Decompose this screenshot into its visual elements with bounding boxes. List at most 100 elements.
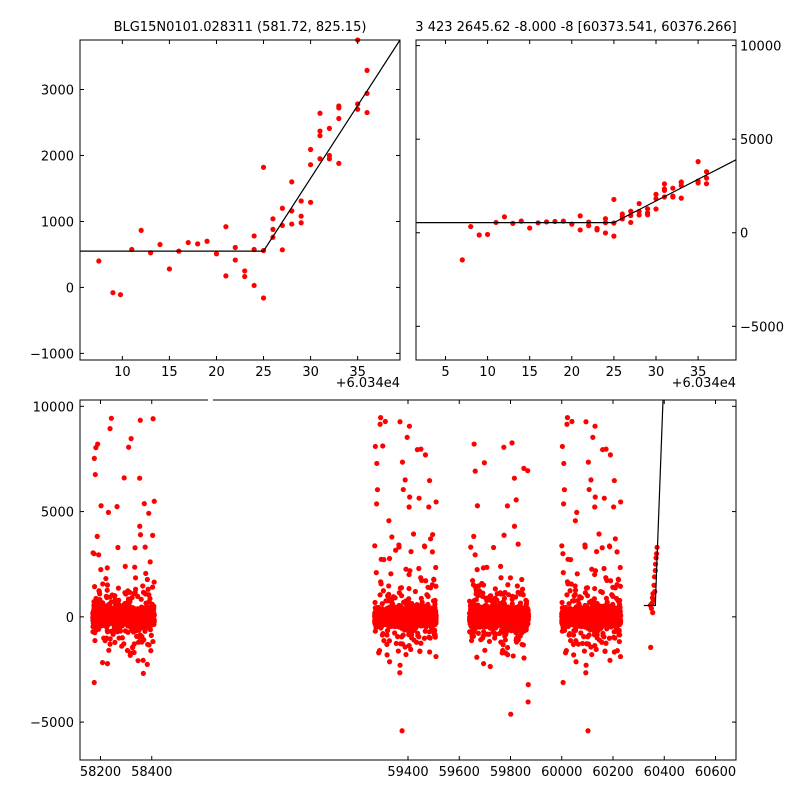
panel-bottom-season-3-data-point xyxy=(561,460,567,467)
panel-bottom-season-1-data-point xyxy=(392,595,398,601)
panel-bottom-season-0-data-point xyxy=(96,552,102,558)
panel-bottom-season-0-data-point xyxy=(150,619,156,625)
panel-bottom-season-2-data-point xyxy=(471,620,478,627)
panel-bottom-season-2-data-point xyxy=(472,584,479,590)
panel-bottom-season-1-data-point xyxy=(395,634,401,640)
panel-bottom-season-0-data-point xyxy=(112,597,118,603)
panel-bottom-season-3-data-point xyxy=(601,495,607,501)
panel-bottom-season-2-data-point xyxy=(513,639,520,645)
panel-bottom-season-1-data-point xyxy=(406,571,412,578)
panel-bottom-season-0-data-point xyxy=(98,567,104,573)
panel-bottom-season-1-data-point xyxy=(410,618,416,624)
panel-bottom-season-1-data-point xyxy=(425,584,431,590)
panel-bottom-season-1-data-point xyxy=(392,630,398,636)
panel-bottom-season-1-data-point xyxy=(382,418,388,425)
panel-bottom-season-3-data-point xyxy=(615,576,621,582)
panel-bottom-season-2-data-point xyxy=(477,611,483,617)
panel-bottom-season-1-data-point xyxy=(419,577,425,583)
panel-bottom-season-0-data-point xyxy=(138,612,145,618)
panel-bottom-season-3-data-point xyxy=(561,487,568,493)
panel-bottom-season-1-data-point xyxy=(386,518,392,524)
panel-bottom-season-2-data-point xyxy=(502,623,508,629)
panel-top-right-data-point xyxy=(703,175,710,181)
panel-bottom-season-2-data-point xyxy=(468,544,474,550)
panel-bottom-xtick-label: 58200 xyxy=(80,765,121,780)
panel-bottom-season-0-data-point xyxy=(142,628,148,634)
panel-bottom-season-3-data-point xyxy=(560,570,566,576)
panel-top-left-data-point xyxy=(317,156,323,162)
panel-bottom-season-2-data-point xyxy=(490,629,496,635)
panel-bottom-season-3-data-point xyxy=(581,614,588,621)
panel-bottom-season-0-data-point xyxy=(140,657,146,663)
panel-bottom-season-2-data-point xyxy=(485,619,491,625)
panel-bottom-season-0-data-point xyxy=(137,417,143,423)
panel-top-right-ytick-label: 10000 xyxy=(740,40,781,55)
panel-top-left-xtick-label: 15 xyxy=(161,365,178,380)
panel-bottom-season-3-data-point xyxy=(601,565,607,572)
panel-bottom-season-1-data-point xyxy=(395,648,401,654)
panel-bottom-xtick-label: 60600 xyxy=(695,765,736,780)
panel-bottom-season-3-data-point xyxy=(570,641,577,648)
panel-bottom-season-3-data-point xyxy=(607,452,613,458)
panel-bottom-season-3-data-point xyxy=(610,603,616,610)
panel-bottom-season-1-data-point xyxy=(414,447,420,453)
panel-bottom-ytick-label: 10000 xyxy=(33,400,74,415)
panel-bottom-season-1-data-point xyxy=(400,632,406,638)
panel-top-right-data-point xyxy=(670,185,676,191)
panel-bottom-ytick-label: 5000 xyxy=(41,506,74,521)
panel-bottom-season-3-data-point xyxy=(588,477,594,483)
panel-bottom-season-0-data-point xyxy=(137,475,143,481)
panel-bottom-season-3-data-point xyxy=(612,635,618,641)
panel-bottom-season-0-data-point xyxy=(150,638,156,645)
panel-top-right-fit-line xyxy=(416,159,737,224)
panel-bottom-season-0-data-point xyxy=(133,619,139,625)
panel-bottom-season-3-data-point xyxy=(592,571,598,578)
panel-top-left-data-point xyxy=(298,220,304,226)
panel-bottom-season-3-data-point xyxy=(584,641,590,647)
panel-bottom-season-1-data-point xyxy=(377,421,383,427)
panel-top-left-xtick-label: 35 xyxy=(349,365,366,380)
panel-bottom-season-2-data-point xyxy=(474,503,481,509)
panel-bottom-season-1-data-point xyxy=(374,487,381,493)
panel-bottom-season-0-data-point xyxy=(137,523,143,529)
panel-bottom-season-1-data-point xyxy=(403,601,410,608)
panel-bottom-season-3-data-point xyxy=(587,618,593,624)
panel-bottom-season-2-data-point xyxy=(487,613,493,619)
panel-bottom-season-3-data-point xyxy=(601,604,607,610)
panel-bottom-season-1-data-point xyxy=(384,641,390,648)
panel-bottom-season-3-data-point xyxy=(566,601,572,607)
panel-bottom-season-0-data-point xyxy=(103,635,110,641)
panel-top-left-offset-label: +6.034e4 xyxy=(336,376,400,391)
panel-top-left-data-point xyxy=(279,247,285,253)
panel-bottom-season-0-data-point xyxy=(107,426,113,432)
panel-bottom-season-0-data-point xyxy=(110,615,116,622)
panel-bottom-season-3-data-point xyxy=(571,628,577,634)
panel-bottom-season-1-data-point xyxy=(388,571,394,577)
panel-top-right-xtick-label: 30 xyxy=(648,365,665,380)
panel-bottom-season-3-data-point xyxy=(583,662,589,668)
panel-bottom-season-3-data-point xyxy=(560,551,566,557)
panel-bottom-season-2-data-point xyxy=(509,593,516,599)
panel-top-right-data-point xyxy=(636,212,642,218)
panel-top-left-data-point xyxy=(307,199,314,205)
panel-top-left-data-point xyxy=(336,115,342,122)
panel-bottom-season-3-data-point xyxy=(564,415,571,421)
panel-bottom-season-1-data-point xyxy=(422,628,428,634)
panel-top-right-data-point xyxy=(476,232,482,238)
panel-top-left-data-point xyxy=(138,227,144,233)
panel-bottom-season-1-data-point xyxy=(380,610,386,616)
panel-bottom-season-0-data-point xyxy=(97,591,103,597)
panel-bottom-season-3-data-point xyxy=(577,614,584,620)
panel-bottom-season-2-data-point xyxy=(488,593,494,599)
panel-top-right-xtick-label: 10 xyxy=(479,365,496,380)
panel-bottom-season-0-data-point xyxy=(125,609,132,615)
panel-bottom-season-3-data-point xyxy=(567,609,573,616)
panel-bottom-season-2-data-point xyxy=(482,603,488,609)
panel-top-right-frame xyxy=(415,39,737,361)
panel-bottom-season-2-data-point xyxy=(490,544,497,551)
panel-bottom-season-2-data-point xyxy=(505,582,511,588)
panel-top-right-data-point xyxy=(636,200,642,207)
panel-bottom-season-3-data-point xyxy=(592,423,598,429)
panel-bottom-season-3-data-point xyxy=(597,625,603,631)
panel-top-left-data-point xyxy=(96,258,102,264)
